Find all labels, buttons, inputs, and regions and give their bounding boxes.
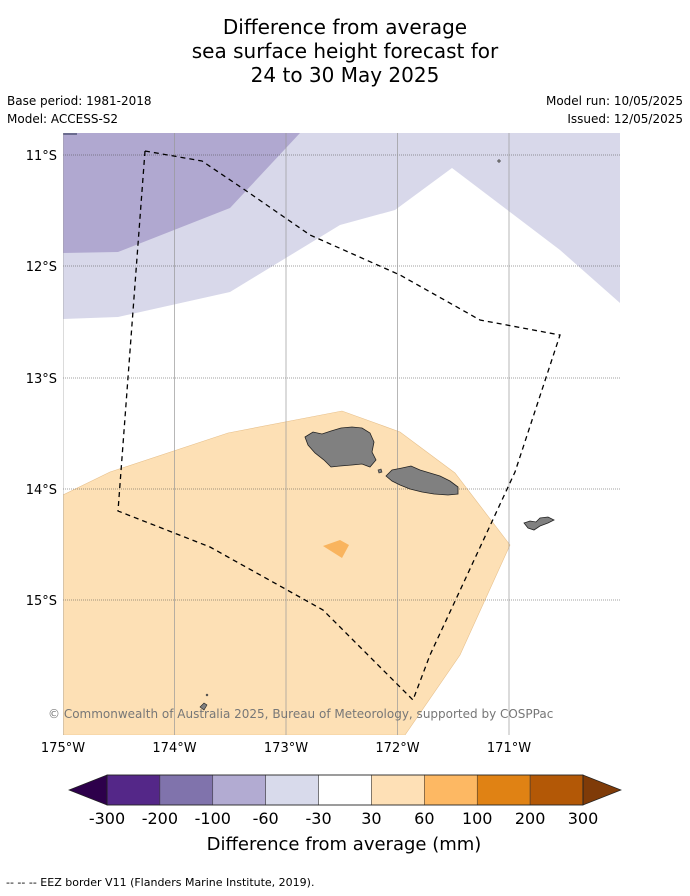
colorbar-blocks (106, 774, 584, 806)
colorbar-block (529, 774, 584, 806)
eez-border (117, 150, 561, 702)
colorbar-block (265, 774, 319, 806)
anomaly-region-dark-sliver (63, 133, 77, 135)
map: 11°S 12°S 13°S 14°S 15°S 175°W 174°W 173… (26, 133, 620, 756)
map-layers (63, 133, 620, 735)
lon-label: 172°W (375, 741, 419, 756)
lon-label: 174°W (152, 741, 196, 756)
colorbar-tick-label: -300 (89, 809, 125, 828)
attribution: © Commonwealth of Australia 2025, Bureau… (48, 707, 553, 721)
anomaly-region-orange (323, 540, 349, 558)
title-line-2: sea surface height forecast for (191, 39, 499, 63)
eez-footnote: -- -- -- EEZ border V11 (Flanders Marine… (6, 876, 315, 889)
issued-label: Issued: 12/05/2025 (567, 112, 683, 126)
lon-label: 175°W (41, 741, 85, 756)
colorbar-block (318, 774, 372, 806)
colorbar: -300 -200 -100 -60 -30 30 60 100 200 300 Differen… (68, 774, 622, 855)
lat-label: 15°S (26, 594, 57, 609)
lat-label: 11°S (26, 149, 57, 164)
colorbar-block (424, 774, 478, 806)
island-islet (205, 693, 209, 697)
anomaly-region-medium-purple (63, 133, 300, 253)
colorbar-tick-label: -200 (142, 809, 178, 828)
island-savaii (304, 426, 377, 468)
lon-labels: 175°W 174°W 173°W 172°W 171°W (41, 741, 531, 756)
land (199, 159, 555, 711)
gridlines (63, 133, 620, 735)
lat-label: 12°S (26, 260, 57, 275)
island-tutuila (523, 516, 555, 531)
colorbar-block (159, 774, 214, 806)
colorbar-tick-label: 300 (568, 809, 599, 828)
lon-label: 171°W (487, 741, 531, 756)
colorbar-ticks: -300 -200 -100 -60 -30 30 60 100 200 300 (89, 809, 598, 828)
colorbar-tick-label: -60 (253, 809, 279, 828)
lat-label: 13°S (26, 372, 57, 387)
colorbar-tick-label: 30 (361, 809, 381, 828)
colorbar-block (371, 774, 425, 806)
title-line-3: 24 to 30 May 2025 (250, 63, 440, 87)
colorbar-block (476, 774, 531, 806)
colorbar-high-extend (582, 774, 622, 806)
colorbar-tick-label: 100 (462, 809, 493, 828)
colorbar-tick-label: -30 (305, 809, 331, 828)
colorbar-tick-label: 200 (515, 809, 546, 828)
island-manono (377, 468, 383, 474)
colorbar-block (106, 774, 161, 806)
island-uvea (199, 702, 208, 711)
colorbar-tick-label: 60 (414, 809, 434, 828)
colorbar-frame (106, 774, 584, 806)
island-swains (497, 159, 501, 163)
model-run-label: Model run: 10/05/2025 (545, 94, 683, 108)
colorbar-tick-label: -100 (195, 809, 231, 828)
base-period-label: Base period: 1981-2018 (7, 94, 152, 108)
colorbar-block (212, 774, 266, 806)
title-line-1: Difference from average (222, 15, 468, 39)
island-upolu (385, 465, 459, 496)
colorbar-label: Difference from average (mm) (207, 834, 482, 855)
lat-labels: 11°S 12°S 13°S 14°S 15°S (26, 149, 57, 609)
lon-label: 173°W (264, 741, 308, 756)
lat-label: 14°S (26, 483, 57, 498)
colorbar-low-extend (68, 774, 108, 806)
model-label: Model: ACCESS-S2 (7, 112, 119, 126)
